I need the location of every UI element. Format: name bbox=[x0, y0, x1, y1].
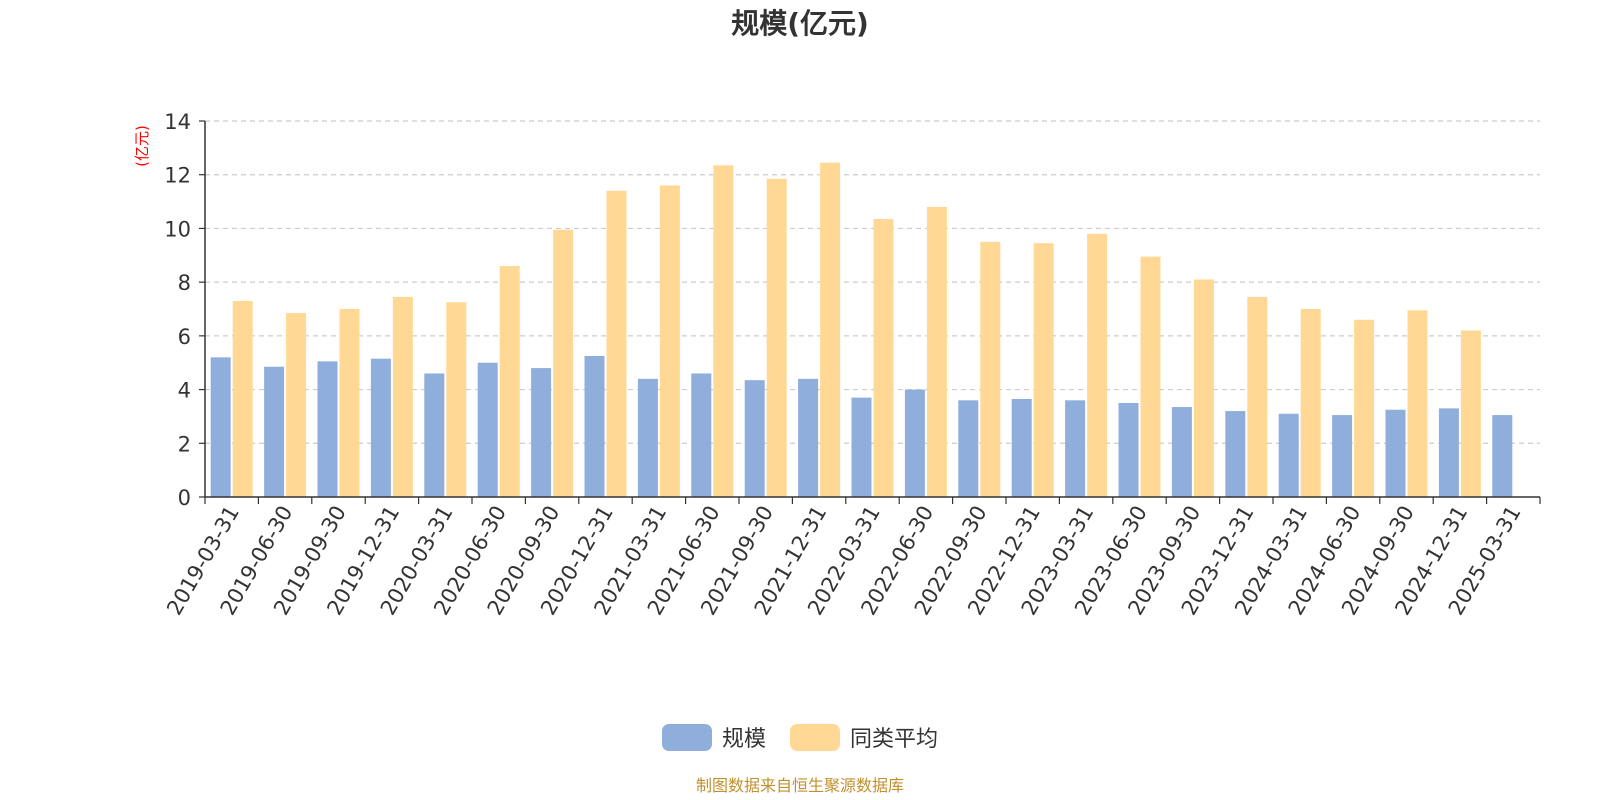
bar-peer-average bbox=[980, 241, 1001, 497]
bar-peer-average bbox=[1193, 279, 1214, 497]
legend-swatch-peer-average bbox=[790, 724, 840, 751]
bar-scale bbox=[1118, 403, 1139, 497]
y-tick-label: 0 bbox=[178, 486, 191, 510]
bar-peer-average bbox=[1087, 233, 1108, 498]
bar-peer-average bbox=[820, 162, 841, 497]
legend-label-peer-average: 同类平均 bbox=[850, 727, 938, 752]
bar-peer-average bbox=[606, 190, 627, 498]
bar-scale bbox=[637, 378, 658, 497]
bar-scale bbox=[851, 397, 872, 497]
y-axis: 0 2 4 6 8 10 12 14 bbox=[164, 110, 206, 510]
y-tick-label: 14 bbox=[164, 110, 191, 134]
bar-scale bbox=[1011, 398, 1032, 497]
bar-peer-average bbox=[873, 219, 894, 497]
gridlines bbox=[205, 120, 1540, 444]
data-source-note: 制图数据来自恒生聚源数据库 bbox=[696, 776, 904, 795]
bar-peer-average bbox=[766, 178, 787, 497]
bar-peer-average bbox=[553, 229, 574, 497]
bar-scale bbox=[584, 356, 605, 497]
bar-peer-average bbox=[926, 206, 947, 497]
bar-scale bbox=[1438, 408, 1459, 497]
bar-scale bbox=[317, 361, 338, 497]
y-axis-label: (亿元) bbox=[133, 125, 151, 167]
bar-scale bbox=[1171, 407, 1192, 497]
bar-scale bbox=[210, 357, 231, 497]
chart-title: 规模(亿元) bbox=[731, 7, 869, 40]
bar-peer-average bbox=[1407, 310, 1428, 497]
bar-peer-average bbox=[1033, 243, 1054, 497]
bar-scale bbox=[798, 378, 819, 497]
bar-scale bbox=[264, 366, 285, 497]
bar-peer-average bbox=[659, 185, 680, 497]
legend-swatch-scale bbox=[662, 724, 712, 751]
bar-peer-average bbox=[1354, 319, 1375, 497]
bar-scale bbox=[1385, 409, 1406, 497]
bar-peer-average bbox=[713, 165, 734, 498]
y-tick-label: 6 bbox=[178, 325, 191, 349]
y-tick-label: 8 bbox=[178, 271, 191, 295]
bar-peer-average bbox=[499, 266, 520, 497]
bar-scale bbox=[1065, 400, 1086, 497]
bar-peer-average bbox=[232, 300, 253, 497]
bar-scale bbox=[477, 362, 498, 497]
bar-scale bbox=[1492, 415, 1513, 497]
bar-peer-average bbox=[286, 313, 307, 497]
bar-scale bbox=[1332, 415, 1353, 497]
legend: 规模 同类平均 bbox=[662, 724, 938, 752]
bar-peer-average bbox=[392, 296, 413, 497]
bar-peer-average bbox=[1300, 309, 1321, 497]
bar-peer-average bbox=[446, 302, 467, 497]
bar-scale bbox=[370, 358, 391, 497]
y-tick-label: 4 bbox=[178, 379, 191, 403]
bar-peer-average bbox=[1460, 330, 1481, 497]
x-axis: 2019-03-312019-06-302019-09-302019-12-31… bbox=[162, 496, 1541, 619]
bar-peer-average bbox=[339, 309, 360, 497]
y-tick-label: 12 bbox=[164, 164, 191, 188]
bar-scale bbox=[424, 373, 445, 497]
bars bbox=[210, 162, 1513, 498]
y-tick-label: 10 bbox=[164, 217, 191, 241]
bar-peer-average bbox=[1140, 256, 1161, 497]
bar-scale bbox=[691, 373, 712, 497]
bar-scale bbox=[1225, 411, 1246, 497]
bar-scale bbox=[531, 368, 552, 497]
bar-scale bbox=[904, 389, 925, 497]
bar-scale bbox=[1278, 413, 1299, 497]
bar-scale bbox=[744, 380, 765, 497]
bar-peer-average bbox=[1247, 296, 1268, 497]
bar-scale bbox=[958, 400, 979, 497]
y-tick-label: 2 bbox=[178, 432, 191, 456]
legend-label-scale: 规模 bbox=[722, 727, 766, 752]
